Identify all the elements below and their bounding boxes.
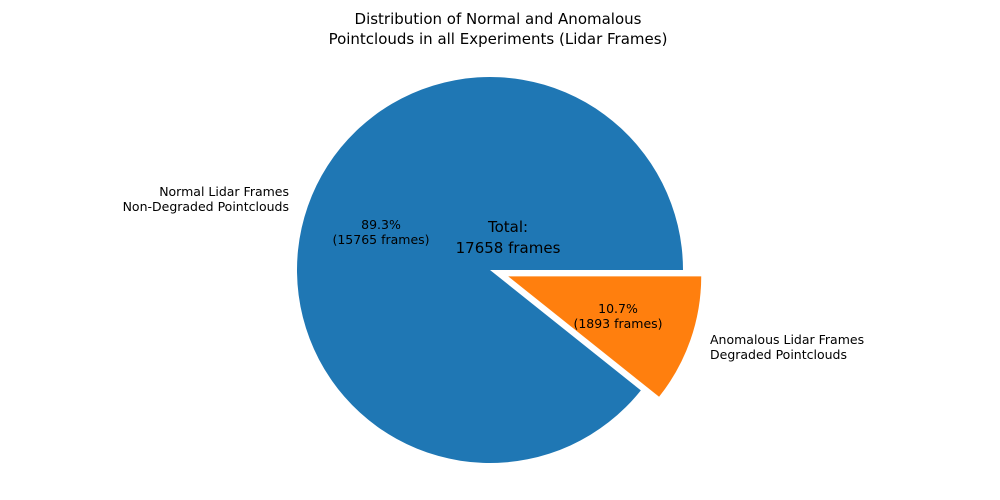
pie-slice-normal-lidar-frames (297, 77, 683, 464)
chart-title-line2: Pointclouds in all Experiments (Lidar Fr… (329, 30, 668, 48)
slice-label-normal-line1: Normal Lidar Frames (159, 184, 289, 199)
pie-wedges (297, 77, 702, 464)
pct-label-normal-line1: 89.3% (361, 217, 401, 232)
pie-slice-anomalous-lidar-frames (508, 276, 702, 397)
pct-label-anomalous-line2: (1893 frames) (573, 316, 662, 331)
slice-label-anomalous-line2: Degraded Pointclouds (710, 347, 847, 362)
chart-title-line1: Distribution of Normal and Anomalous (355, 10, 642, 28)
slice-label-normal-line2: Non-Degraded Pointclouds (123, 199, 289, 214)
pct-label-anomalous-line1: 10.7% (598, 301, 638, 316)
total-annotation-line1: Total: (487, 218, 528, 236)
pct-label-normal-line2: (15765 frames) (332, 232, 429, 247)
slice-label-anomalous-line1: Anomalous Lidar Frames (710, 332, 864, 347)
total-annotation-line2: 17658 frames (456, 239, 561, 257)
